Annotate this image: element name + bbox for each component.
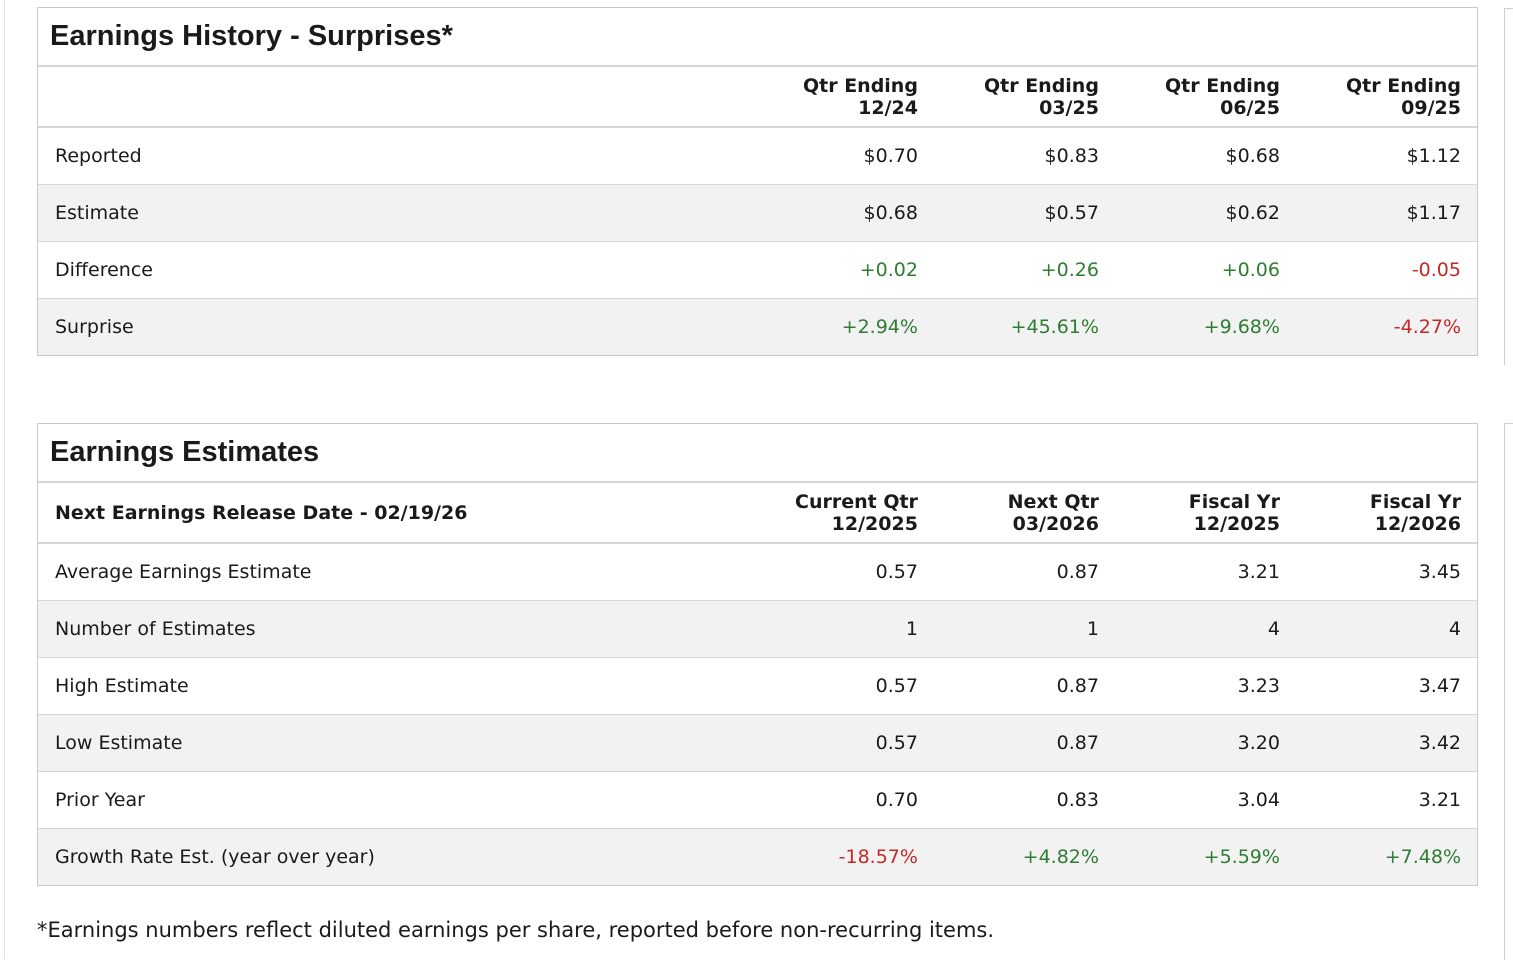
column-header: Qtr Ending 06/25 (1114, 67, 1296, 128)
table-row: Reported $0.70 $0.83 $0.68 $1.12 (38, 127, 1477, 184)
footnote: *Earnings numbers reflect diluted earnin… (37, 918, 995, 942)
table-row: Growth Rate Est. (year over year) -18.57… (38, 828, 1477, 885)
row-label: Difference (55, 258, 153, 281)
table-cell: 0.87 (1056, 560, 1099, 583)
table-cell: -0.05 (1411, 258, 1461, 281)
earnings-history-table: Qtr Ending 12/24 Qtr Ending 03/25 Qtr Endi… (38, 67, 1477, 355)
column-header: Qtr Ending 12/24 (752, 67, 934, 128)
table-cell: 3.47 (1418, 674, 1461, 697)
table-cell: +2.94% (841, 315, 918, 338)
column-header: Current Qtr 12/2025 (752, 483, 934, 544)
table-cell: 3.20 (1237, 731, 1280, 754)
table-cell: 3.45 (1418, 560, 1461, 583)
row-label: Prior Year (55, 788, 145, 811)
table-row: High Estimate 0.57 0.87 3.23 3.47 (38, 657, 1477, 714)
adjacent-panel-edge (1504, 8, 1513, 365)
table-cell: $1.12 (1406, 144, 1461, 167)
row-label: Growth Rate Est. (year over year) (55, 845, 375, 868)
table-cell: 0.87 (1056, 674, 1099, 697)
earnings-history-panel: Earnings History - Surprises* Qtr Ending… (37, 7, 1478, 356)
table-cell: 1 (1086, 617, 1099, 640)
table-row: Average Earnings Estimate 0.57 0.87 3.21… (38, 543, 1477, 600)
table-row: Surprise +2.94% +45.61% +9.68% -4.27% (38, 298, 1477, 355)
adjacent-panel-edge (1504, 423, 1513, 960)
table-cell: $0.70 (863, 144, 918, 167)
table-header-row: Next Earnings Release Date - 02/19/26 Cu… (38, 483, 1477, 544)
table-header-row: Qtr Ending 12/24 Qtr Ending 03/25 Qtr Endi… (38, 67, 1477, 128)
earnings-history-title: Earnings History - Surprises* (38, 8, 1477, 67)
column-header: Next Qtr 03/2026 (933, 483, 1115, 544)
table-row: Number of Estimates 1 1 4 4 (38, 600, 1477, 657)
table-cell: +7.48% (1384, 845, 1461, 868)
row-label: Surprise (55, 315, 134, 338)
table-cell: 0.87 (1056, 731, 1099, 754)
earnings-estimates-panel: Earnings Estimates Next Earnings Release… (37, 423, 1478, 886)
table-cell: 3.21 (1418, 788, 1461, 811)
table-cell: -4.27% (1393, 315, 1461, 338)
table-cell: +0.02 (859, 258, 918, 281)
header-blank (38, 67, 753, 128)
column-header: Fiscal Yr 12/2026 (1295, 483, 1477, 544)
table-cell: 1 (905, 617, 918, 640)
row-label: Average Earnings Estimate (55, 560, 312, 583)
column-header: Qtr Ending 09/25 (1295, 67, 1477, 128)
table-cell: 4 (1267, 617, 1280, 640)
table-cell: 3.23 (1237, 674, 1280, 697)
row-label: High Estimate (55, 674, 189, 697)
table-cell: 0.57 (875, 674, 918, 697)
table-cell: +9.68% (1203, 315, 1280, 338)
row-label: Number of Estimates (55, 617, 256, 640)
table-cell: +5.59% (1203, 845, 1280, 868)
row-label: Low Estimate (55, 731, 183, 754)
table-cell: 0.57 (875, 731, 918, 754)
table-cell: $0.83 (1044, 144, 1099, 167)
table-cell: $0.68 (1225, 144, 1280, 167)
table-cell: 3.04 (1237, 788, 1280, 811)
row-label: Reported (55, 144, 142, 167)
table-cell: +0.26 (1040, 258, 1099, 281)
earnings-estimates-title: Earnings Estimates (38, 424, 1477, 483)
table-row: Low Estimate 0.57 0.87 3.20 3.42 (38, 714, 1477, 771)
table-row: Estimate $0.68 $0.57 $0.62 $1.17 (38, 184, 1477, 241)
column-header: Fiscal Yr 12/2025 (1114, 483, 1296, 544)
table-cell: 0.83 (1056, 788, 1099, 811)
table-cell: $0.57 (1044, 201, 1099, 224)
table-row: Difference +0.02 +0.26 +0.06 -0.05 (38, 241, 1477, 298)
table-cell: -18.57% (838, 845, 918, 868)
table-cell: 0.57 (875, 560, 918, 583)
table-cell: +45.61% (1010, 315, 1099, 338)
table-cell: 3.42 (1418, 731, 1461, 754)
table-cell: 3.21 (1237, 560, 1280, 583)
earnings-estimates-table: Next Earnings Release Date - 02/19/26 Cu… (38, 483, 1477, 885)
table-cell: $1.17 (1406, 201, 1461, 224)
table-cell: 4 (1448, 617, 1461, 640)
table-cell: +4.82% (1022, 845, 1099, 868)
column-header: Qtr Ending 03/25 (933, 67, 1115, 128)
table-cell: $0.62 (1225, 201, 1280, 224)
page-left-border (4, 0, 5, 959)
row-label: Estimate (55, 201, 139, 224)
table-row: Prior Year 0.70 0.83 3.04 3.21 (38, 771, 1477, 828)
next-release-date-label: Next Earnings Release Date - 02/19/26 (38, 483, 753, 544)
table-cell: 0.70 (875, 788, 918, 811)
table-cell: $0.68 (863, 201, 918, 224)
table-cell: +0.06 (1221, 258, 1280, 281)
